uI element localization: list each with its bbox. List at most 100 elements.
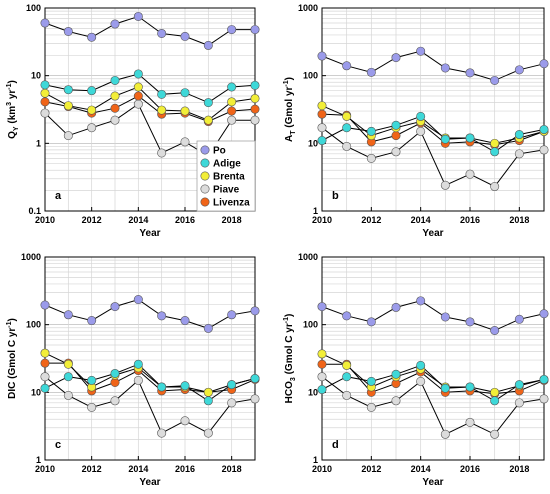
data-point-po bbox=[227, 310, 237, 320]
data-point-po bbox=[157, 28, 167, 38]
data-point-adige bbox=[342, 123, 352, 133]
data-point-po bbox=[342, 61, 352, 71]
y-label-sub: 3 bbox=[290, 377, 297, 381]
data-point-livenza bbox=[110, 103, 120, 113]
x-tick-label: 2012 bbox=[361, 215, 381, 225]
data-point-po bbox=[250, 306, 260, 316]
data-point-brenta bbox=[63, 101, 73, 111]
data-point-piave bbox=[342, 141, 352, 151]
plot-frame bbox=[321, 256, 545, 461]
x-axis-label: Year bbox=[422, 228, 443, 239]
data-point-adige bbox=[227, 380, 237, 390]
data-point-piave bbox=[465, 169, 475, 179]
data-point-adige bbox=[110, 368, 120, 378]
y-tick-label: 1000 bbox=[298, 3, 318, 13]
x-tick-label: 2010 bbox=[312, 215, 332, 225]
data-point-brenta bbox=[87, 105, 97, 115]
y-tick-label: 1000 bbox=[21, 252, 41, 262]
data-point-adige bbox=[490, 396, 500, 406]
data-point-brenta bbox=[227, 97, 237, 107]
x-tick-label: 2018 bbox=[509, 464, 529, 474]
data-point-po bbox=[465, 68, 475, 78]
data-point-piave bbox=[317, 123, 327, 133]
x-tick-label: 2016 bbox=[175, 464, 195, 474]
data-point-piave bbox=[40, 372, 50, 382]
data-point-po bbox=[40, 18, 50, 28]
series-line-brenta bbox=[44, 86, 256, 121]
y-tick-label: 10 bbox=[308, 138, 318, 148]
data-point-brenta bbox=[63, 359, 73, 369]
x-axis-label: Year bbox=[139, 477, 160, 488]
data-point-livenza bbox=[317, 109, 327, 119]
data-point-po bbox=[227, 25, 237, 35]
series-line-livenza bbox=[322, 363, 545, 395]
y-label-base: HCO bbox=[284, 381, 295, 403]
y-label-sup: -1 bbox=[6, 83, 13, 89]
data-point-po bbox=[317, 51, 327, 61]
data-point-adige bbox=[539, 374, 549, 384]
series-line-po bbox=[44, 15, 255, 46]
data-point-po bbox=[465, 317, 475, 327]
data-point-adige bbox=[203, 98, 213, 108]
panel-letter: b bbox=[332, 190, 339, 202]
data-point-adige bbox=[157, 382, 167, 392]
data-point-adige bbox=[391, 120, 401, 130]
data-point-po bbox=[391, 302, 401, 312]
data-point-po bbox=[416, 296, 426, 306]
x-tick-label: 2018 bbox=[222, 215, 242, 225]
x-tick-label: 2012 bbox=[361, 464, 381, 474]
series-line-po bbox=[44, 299, 256, 329]
data-point-po bbox=[391, 53, 401, 63]
data-point-brenta bbox=[317, 349, 327, 359]
data-point-piave bbox=[133, 99, 143, 109]
y-label-text: (Gmol C yr bbox=[7, 328, 18, 382]
data-point-adige bbox=[416, 111, 426, 121]
y-axis-label: QY (km3 yr-1) bbox=[6, 80, 20, 139]
data-point-adige bbox=[40, 383, 50, 393]
data-point-piave bbox=[227, 115, 237, 125]
data-point-livenza bbox=[317, 359, 327, 369]
y-axis-label: HCO3 (Gmol C yr-1) bbox=[283, 314, 297, 404]
data-point-adige bbox=[87, 375, 97, 385]
data-point-adige bbox=[539, 125, 549, 135]
series-line-adige bbox=[321, 364, 545, 402]
legend-label-brenta: Brenta bbox=[213, 172, 245, 183]
y-axis-label: AT (Gmol yr-1) bbox=[283, 77, 297, 142]
data-point-po bbox=[133, 295, 143, 305]
data-point-piave bbox=[157, 148, 167, 158]
data-point-piave bbox=[416, 376, 426, 386]
data-point-livenza bbox=[40, 97, 50, 107]
legend-marker-livenza bbox=[200, 197, 210, 207]
y-label-sub: Y bbox=[13, 126, 20, 131]
y-label-text: (Gmol yr bbox=[284, 86, 295, 130]
x-tick-label: 2016 bbox=[460, 464, 480, 474]
x-tick-label: 2010 bbox=[35, 464, 55, 474]
y-label-text: (km bbox=[7, 106, 18, 127]
y-tick-label: 10 bbox=[308, 387, 318, 397]
data-point-brenta bbox=[342, 360, 352, 370]
data-point-piave bbox=[391, 396, 401, 406]
panel-b: 1 10 100 1000 2010 2012 2014 2016 2018 Year AT (Gm… bbox=[283, 3, 549, 239]
x-tick-label: 2016 bbox=[175, 215, 195, 225]
x-tick-label: 2014 bbox=[411, 464, 431, 474]
series-line-piave bbox=[44, 376, 256, 434]
data-point-brenta bbox=[180, 106, 190, 116]
series-line-livenza bbox=[44, 95, 256, 123]
data-point-po bbox=[40, 300, 50, 310]
plot-frame bbox=[44, 256, 256, 461]
y-tick-label: 1 bbox=[36, 138, 41, 148]
x-tick-label: 2016 bbox=[460, 215, 480, 225]
data-point-adige bbox=[490, 147, 500, 157]
data-point-po bbox=[180, 31, 190, 41]
data-point-piave bbox=[490, 429, 500, 439]
data-point-adige bbox=[514, 130, 524, 140]
data-point-piave bbox=[110, 396, 120, 406]
data-point-brenta bbox=[342, 111, 352, 121]
y-tick-label: 0.1 bbox=[28, 206, 41, 216]
data-point-po bbox=[110, 19, 120, 29]
y-label-end: ) bbox=[284, 314, 295, 317]
y-tick-label: 10 bbox=[31, 71, 41, 81]
data-point-adige bbox=[87, 86, 97, 96]
data-point-po bbox=[203, 40, 213, 50]
